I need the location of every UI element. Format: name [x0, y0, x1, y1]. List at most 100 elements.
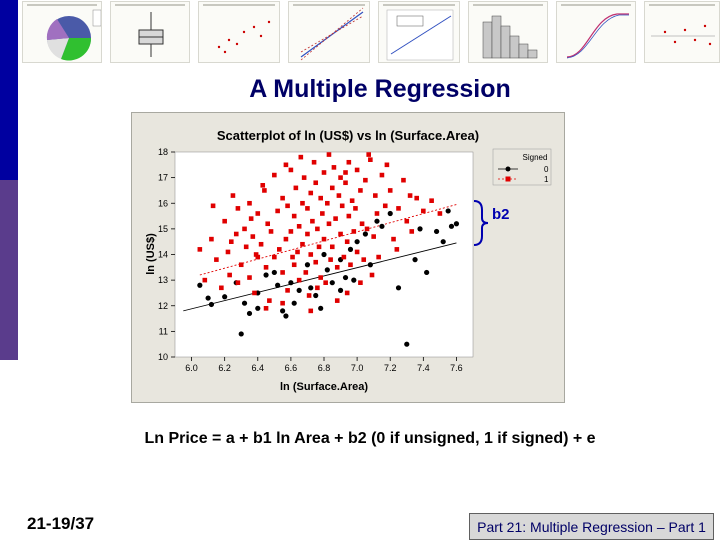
point-signed-75	[339, 203, 345, 209]
point-signed-2	[209, 236, 214, 242]
point-signed-109	[263, 306, 269, 311]
point-signed-123	[210, 203, 216, 209]
thumbnail-pie-chart[interactable]	[22, 1, 102, 63]
point-signed-69	[331, 165, 337, 170]
point-signed-20	[258, 241, 264, 247]
point-unsigned-39	[445, 208, 451, 214]
y-tick-label-4: 14	[158, 250, 168, 260]
point-signed-54	[313, 259, 319, 265]
point-signed-5	[222, 218, 227, 224]
point-signed-28	[275, 208, 280, 214]
point-unsigned-43	[351, 277, 357, 283]
point-signed-102	[401, 177, 406, 183]
point-signed-121	[384, 162, 390, 168]
point-unsigned-40	[448, 223, 455, 229]
x-tick-label-4: 6.8	[318, 363, 331, 373]
point-signed-41	[296, 277, 302, 283]
point-unsigned-26	[354, 239, 360, 245]
point-signed-80	[346, 159, 352, 165]
point-signed-1	[202, 277, 208, 283]
legend-marker-0	[505, 166, 511, 172]
point-signed-42	[296, 224, 302, 229]
point-signed-95	[374, 211, 380, 216]
point-signed-58	[318, 195, 323, 201]
y-tick-label-2: 12	[158, 301, 168, 311]
point-signed-105	[414, 195, 420, 201]
point-signed-72	[336, 193, 342, 198]
point-unsigned-22	[329, 280, 335, 286]
point-signed-44	[300, 241, 305, 247]
point-unsigned-13	[283, 313, 289, 319]
point-signed-114	[248, 216, 254, 221]
point-signed-56	[315, 226, 320, 232]
point-signed-100	[391, 236, 396, 242]
thumbnail-fit-line[interactable]	[288, 1, 370, 63]
point-signed-78	[344, 239, 350, 244]
chart-title: Scatterplot of ln (US$) vs ln (Surface.A…	[217, 128, 479, 143]
thumbnail-scatter[interactable]	[198, 1, 280, 63]
point-signed-73	[338, 231, 343, 237]
point-signed-50	[308, 190, 314, 196]
point-unsigned-6	[241, 300, 248, 306]
point-signed-63	[323, 280, 328, 285]
point-unsigned-16	[304, 262, 311, 268]
point-signed-4	[219, 285, 224, 291]
point-signed-24	[267, 298, 272, 303]
point-signed-12	[242, 226, 247, 232]
thumbnail-histogram[interactable]	[468, 1, 548, 63]
point-unsigned-20	[321, 251, 327, 258]
point-unsigned-29	[374, 218, 380, 224]
point-signed-37	[291, 262, 297, 268]
point-signed-61	[321, 170, 327, 175]
point-signed-64	[325, 200, 330, 206]
fit-line-thumb-icon	[300, 7, 364, 61]
point-signed-10	[235, 280, 241, 285]
point-unsigned-7	[246, 310, 253, 317]
point-signed-59	[318, 275, 323, 280]
x-axis-label: ln (Surface.Area)	[280, 381, 368, 393]
point-unsigned-15	[291, 300, 297, 306]
y-tick-label-8: 18	[158, 147, 168, 157]
point-signed-116	[283, 162, 289, 168]
y-tick-label-6: 16	[158, 198, 168, 208]
point-unsigned-37	[433, 228, 440, 235]
y-tick-label-5: 15	[158, 224, 168, 234]
chart-legend: Signed 0 1	[492, 148, 552, 186]
point-signed-112	[334, 298, 340, 303]
point-unsigned-11	[275, 282, 281, 288]
point-signed-36	[288, 229, 294, 234]
point-signed-79	[346, 213, 352, 219]
point-signed-106	[421, 208, 426, 214]
thumbnail-cdf[interactable]	[556, 1, 636, 63]
point-signed-45	[301, 175, 307, 180]
point-unsigned-34	[412, 257, 418, 263]
chart-frame: Scatterplot of ln (US$) vs ln (Surface.A…	[131, 112, 565, 403]
x-tick-label-6: 7.2	[384, 363, 397, 373]
thumbnail-power-curve[interactable]	[378, 1, 460, 63]
point-signed-27	[272, 254, 277, 260]
point-signed-22	[263, 265, 269, 270]
point-signed-68	[329, 244, 335, 250]
point-signed-119	[343, 170, 348, 175]
point-signed-6	[225, 249, 231, 255]
thumbnail-boxplot[interactable]	[110, 1, 190, 63]
point-signed-97	[379, 172, 385, 178]
point-unsigned-18	[313, 292, 319, 299]
scatterplot-chart: Scatterplot of ln (US$) vs ln (Surface.A…	[145, 128, 552, 393]
y-tick-label-0: 10	[158, 352, 168, 362]
point-signed-91	[364, 226, 370, 232]
x-tick-label-0: 6.0	[185, 363, 198, 373]
point-signed-29	[277, 247, 282, 252]
point-unsigned-2	[208, 301, 215, 308]
point-signed-98	[382, 203, 388, 209]
point-unsigned-24	[342, 274, 349, 281]
point-signed-48	[305, 231, 310, 237]
point-signed-47	[305, 206, 310, 211]
point-signed-46	[303, 270, 309, 275]
point-signed-18	[255, 211, 261, 216]
point-signed-19	[255, 254, 261, 260]
point-signed-62	[321, 236, 327, 242]
thumbnail-residuals[interactable]	[644, 1, 720, 63]
point-unsigned-19	[318, 305, 324, 311]
point-signed-52	[310, 218, 315, 224]
